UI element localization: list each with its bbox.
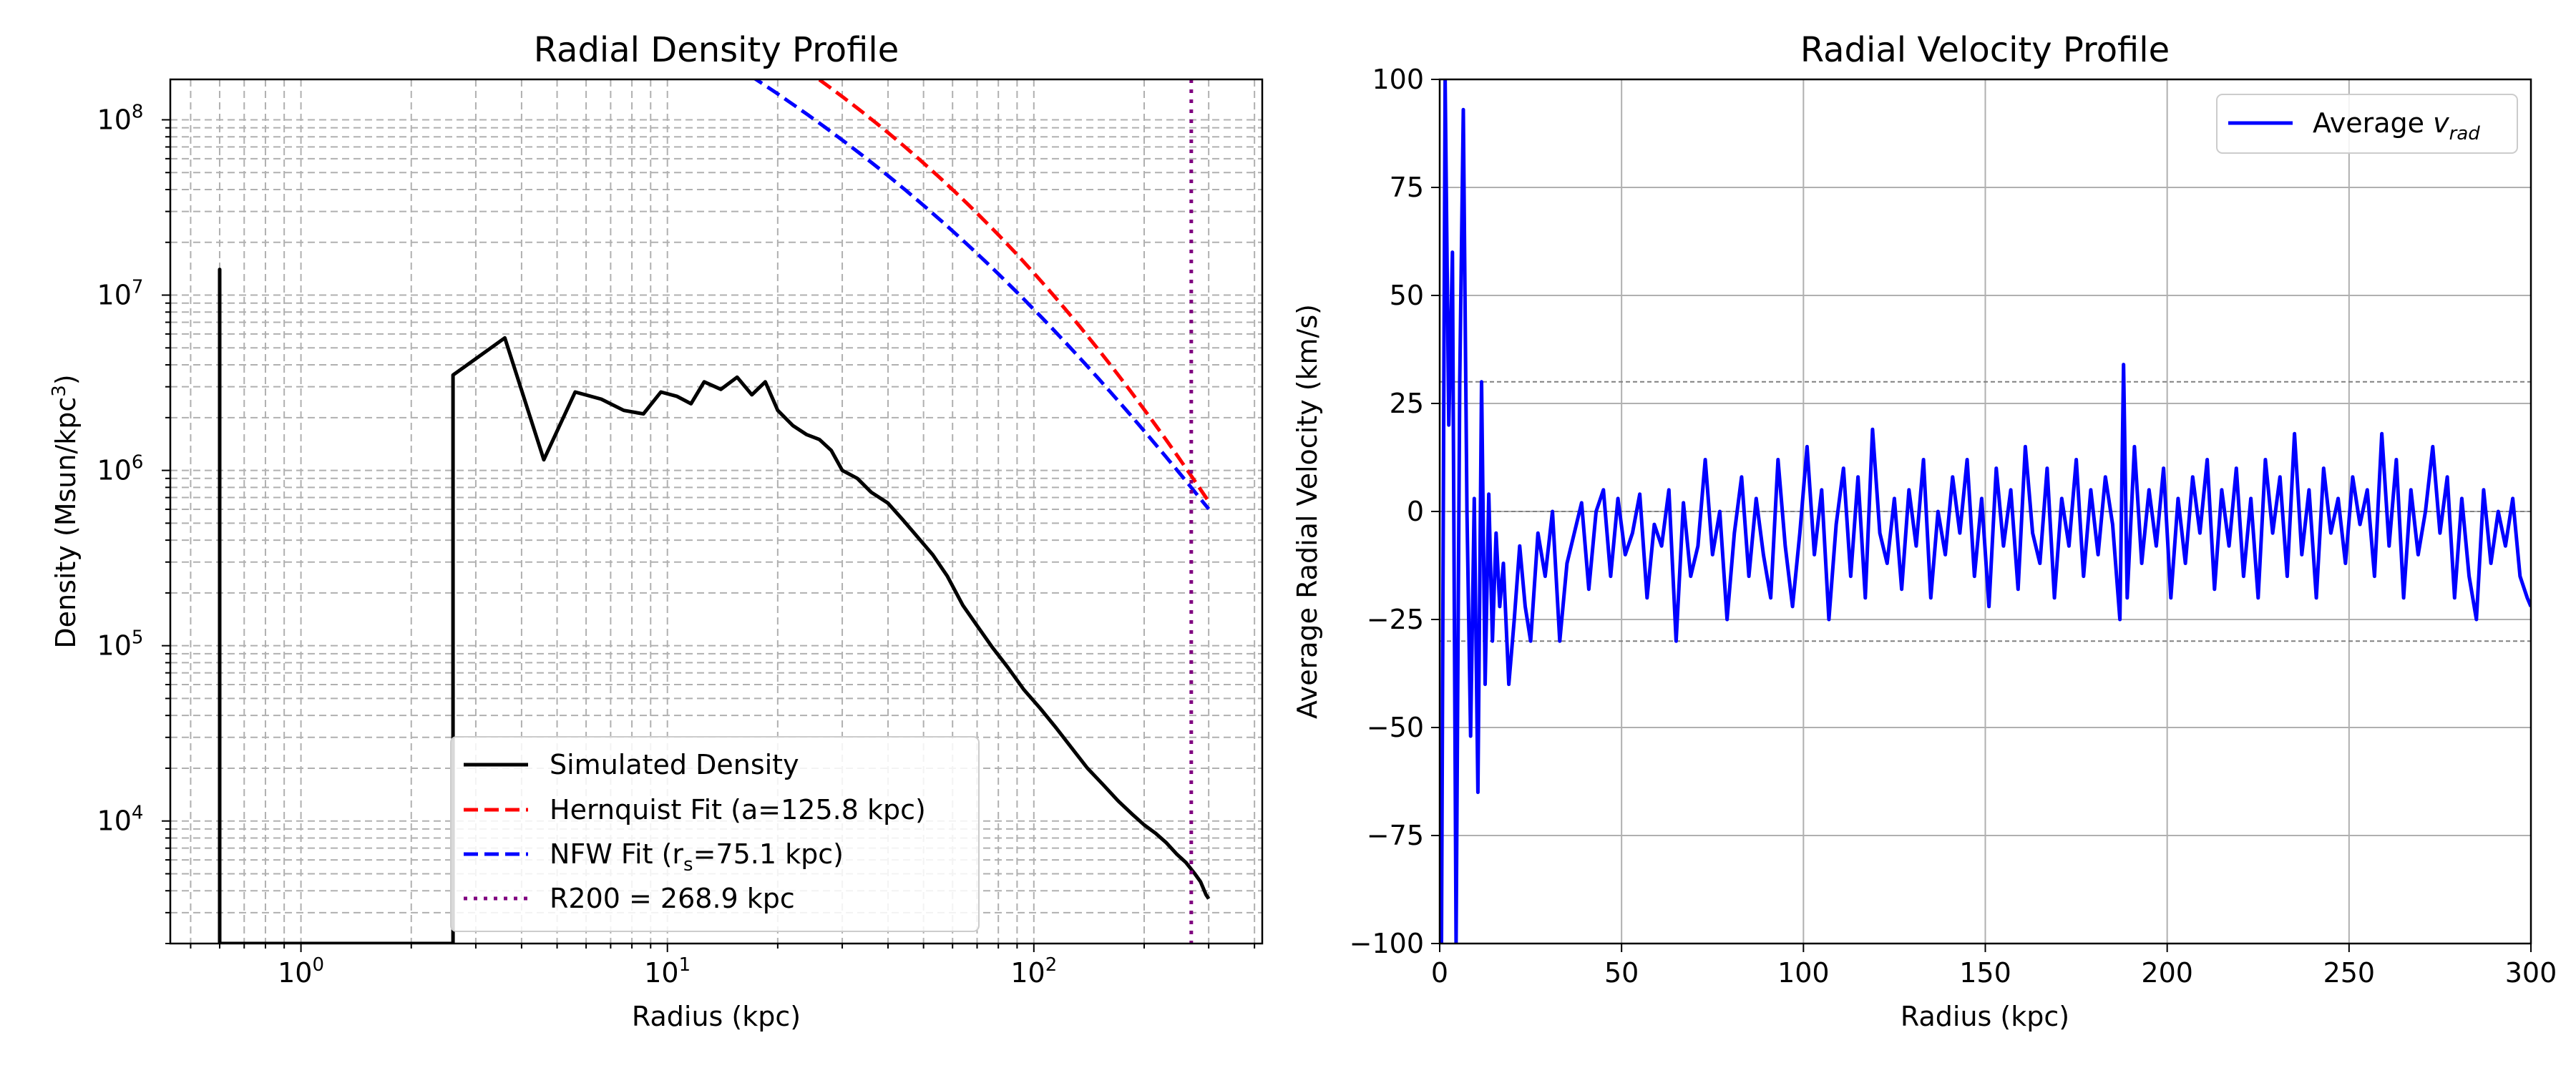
velocity-ytick-label: 25: [1390, 388, 1424, 419]
velocity-xtick-label: 200: [2141, 957, 2193, 989]
density-ylabel-base: Density (Msun/kpc: [50, 397, 82, 649]
velocity-title: Radial Velocity Profile: [1800, 30, 2170, 70]
density-xtick-label: 100: [278, 954, 324, 989]
density-xtick-label: 101: [644, 954, 691, 989]
density-title: Radial Density Profile: [534, 30, 899, 70]
density-ylabel: Density (Msun/kpc3): [49, 374, 82, 648]
velocity-curves: [1440, 79, 2531, 944]
velocity-xtick-label: 150: [1959, 957, 2011, 989]
density-grid: [170, 79, 1262, 944]
velocity-ytick-label: −75: [1367, 820, 1424, 851]
velocity-xtick-label: 50: [1604, 957, 1639, 989]
density-ytick-label: 104: [97, 803, 144, 837]
density-xtick-label: 102: [1010, 954, 1057, 989]
legend-label-simulated: Simulated Density: [550, 749, 799, 780]
density-legend-box: [450, 736, 980, 932]
velocity-ytick-label: −25: [1367, 604, 1424, 635]
hernquist-fit-line: [816, 79, 1211, 503]
density-xlabel: Radius (kpc): [632, 1001, 801, 1032]
legend-label-r200: R200 = 268.9 kpc: [550, 883, 795, 914]
velocity-ticks: 0 50 100 150 200 250 300 −100 −75 −50 −25 0 25 50 75 10…: [1350, 64, 2557, 989]
velocity-xtick-label: 300: [2505, 957, 2557, 989]
velocity-legend-box: [2216, 94, 2518, 154]
density-ticks: 100 101 102 104 105 106 107 108: [97, 101, 1256, 989]
velocity-xtick-label: 100: [1777, 957, 1830, 989]
velocity-xtick-label: 250: [2323, 957, 2376, 989]
legend-label-nfw: NFW Fit (rs=75.1 kpc): [550, 838, 844, 876]
velocity-panel: 0 50 100 150 200 250 300 −100 −75 −50 −25 0 25 50 75 10…: [1292, 30, 2557, 1032]
velocity-ytick-label: 0: [1407, 496, 1424, 527]
velocity-xtick-label: 0: [1431, 957, 1448, 989]
density-ytick-label: 107: [97, 277, 144, 311]
density-ytick-label: 108: [97, 101, 144, 135]
velocity-xlabel: Radius (kpc): [1901, 1001, 2069, 1032]
legend-label-hernquist: Hernquist Fit (a=125.8 kpc): [550, 794, 926, 825]
density-ylabel-close: ): [50, 374, 82, 385]
simulated-density-line: [218, 268, 1211, 944]
velocity-ytick-label: −100: [1350, 928, 1424, 959]
density-axes-frame: [169, 78, 1264, 945]
density-panel: 100 101 102 104 105 106 107 108 Radial Density …: [49, 30, 1264, 1032]
density-ytick-label: 105: [97, 627, 144, 662]
velocity-ylabel: Average Radial Velocity (km/s): [1292, 304, 1323, 719]
velocity-line: [1440, 79, 2531, 944]
velocity-ytick-label: 50: [1390, 280, 1424, 311]
density-ylabel-sup: 3: [49, 385, 70, 397]
nfw-fit-line: [753, 79, 1211, 511]
density-legend: Simulated Density Hernquist Fit (a=125.8…: [450, 736, 980, 932]
velocity-ytick-label: −50: [1367, 712, 1424, 743]
velocity-ytick-label: 75: [1390, 172, 1424, 203]
density-curves: [218, 79, 1211, 944]
density-ytick-label: 106: [97, 452, 144, 486]
velocity-ytick-label: 100: [1372, 64, 1424, 95]
velocity-legend: Average vrad: [2216, 94, 2518, 154]
